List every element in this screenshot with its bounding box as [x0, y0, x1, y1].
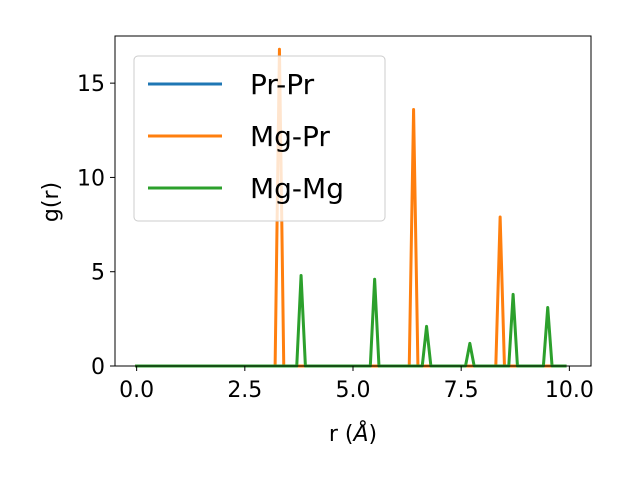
- x-tick-label: 7.5: [444, 378, 479, 403]
- y-tick-label: 5: [91, 261, 105, 286]
- x-axis-label: r (Å): [329, 420, 377, 447]
- y-axis-label: g(r): [39, 182, 64, 222]
- legend-box: [133, 55, 386, 222]
- x-tick-label: 5.0: [336, 378, 371, 403]
- y-tick-label: 15: [77, 72, 105, 97]
- x-tick-label: 2.5: [227, 378, 262, 403]
- x-tick-label: 10.0: [545, 378, 594, 403]
- legend-label-mg-pr: Mg-Pr: [250, 120, 330, 153]
- y-axis-ticks: 0 5 10 15: [77, 72, 115, 380]
- legend-label-mg-mg: Mg-Mg: [250, 172, 344, 205]
- legend-label-pr-pr: Pr-Pr: [250, 68, 315, 101]
- y-tick-label: 10: [77, 166, 105, 191]
- x-axis-ticks: 0.0 2.5 5.0 7.5 10.0: [119, 366, 594, 403]
- x-tick-label: 0.0: [119, 378, 154, 403]
- y-tick-label: 0: [91, 355, 105, 380]
- legend: Pr-Pr Mg-Pr Mg-Mg: [133, 55, 386, 222]
